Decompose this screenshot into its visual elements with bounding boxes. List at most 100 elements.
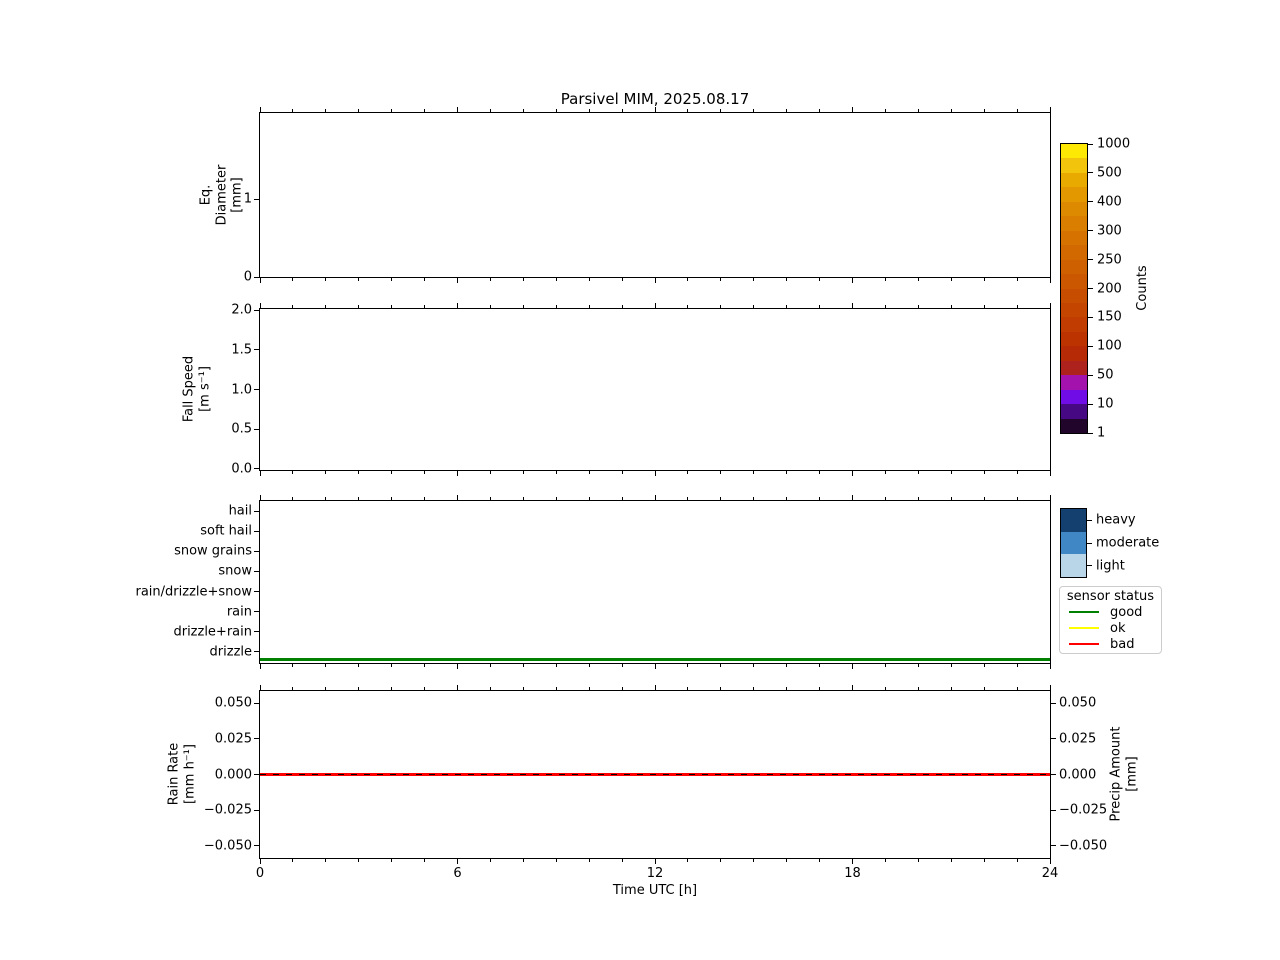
x-tick-bottom xyxy=(852,471,853,476)
y-tick-label: rain xyxy=(226,604,252,620)
x-tick-top xyxy=(654,685,656,690)
colorbar-segment xyxy=(1061,201,1087,217)
colorbar-segment xyxy=(1061,404,1087,419)
x-tick-bottom xyxy=(259,664,261,669)
y-tick-label: snow xyxy=(218,563,252,579)
x-tick-top xyxy=(259,303,261,308)
sensor-line-bad xyxy=(1069,643,1099,646)
x-tick-top xyxy=(687,305,689,308)
x-tick-bottom xyxy=(950,664,952,667)
x-tick-top xyxy=(720,497,722,500)
x-tick-top xyxy=(292,687,294,690)
x-tick-bottom xyxy=(753,859,755,862)
x-tick-top xyxy=(621,305,623,308)
x-tick-top xyxy=(884,305,886,308)
colorbar-segment xyxy=(1061,274,1087,289)
x-tick-bottom xyxy=(621,471,623,474)
y-tick-left xyxy=(254,276,259,278)
x-tick-top xyxy=(786,687,788,690)
colorbar-segment xyxy=(1061,259,1087,275)
x-tick-bottom xyxy=(588,664,590,667)
x-tick-top xyxy=(1049,495,1051,500)
x-tick-bottom xyxy=(753,278,755,281)
x-tick-bottom xyxy=(884,471,886,474)
colorbar-segment xyxy=(1061,360,1087,376)
y-tick-left xyxy=(254,702,259,704)
y-tick-left xyxy=(254,651,259,653)
x-tick-top xyxy=(654,495,656,500)
x-tick-bottom xyxy=(819,859,821,862)
y-tick-label: 0.050 xyxy=(214,695,252,711)
x-tick-bottom xyxy=(588,859,590,862)
x-tick-label: 12 xyxy=(646,866,664,881)
colorbar-tick xyxy=(1088,230,1093,232)
x-tick-bottom xyxy=(687,471,689,474)
sensor-status-legend: sensor status good ok bad xyxy=(1059,586,1162,654)
sensor-legend-row: bad xyxy=(1060,636,1161,652)
counts-colorbar xyxy=(1060,143,1088,434)
x-tick-bottom xyxy=(259,278,261,283)
colorbar-segment xyxy=(1061,230,1087,246)
x-tick-bottom xyxy=(424,859,426,862)
x-tick-top xyxy=(457,495,458,500)
panel-rain-rate xyxy=(254,685,1056,864)
y-tick-right xyxy=(1051,774,1056,775)
x-tick-top xyxy=(259,685,261,690)
y-tick-left xyxy=(254,550,259,552)
colorbar-tick xyxy=(1088,316,1093,318)
x-tick-top xyxy=(1016,687,1018,690)
x-tick-bottom xyxy=(753,471,755,474)
x-tick-top xyxy=(983,497,985,500)
x-tick-top xyxy=(687,109,689,112)
intensity-legend-colorbar xyxy=(1060,508,1087,578)
x-tick-top xyxy=(358,497,360,500)
x-tick-bottom xyxy=(1049,471,1051,476)
colorbar-segment xyxy=(1061,389,1087,405)
x-tick-bottom xyxy=(588,471,590,474)
x-tick-top xyxy=(358,305,360,308)
x-tick-bottom xyxy=(391,664,393,667)
colorbar-segment xyxy=(1061,317,1087,332)
x-tick-bottom xyxy=(1016,664,1018,667)
x-tick-bottom xyxy=(917,471,919,474)
x-tick-bottom xyxy=(917,664,919,667)
x-tick-bottom xyxy=(621,278,623,281)
colorbar-segment xyxy=(1061,375,1087,390)
x-tick-label: 24 xyxy=(1041,866,1059,881)
y-tick-left xyxy=(254,809,259,811)
intensity-segment-light xyxy=(1061,554,1086,578)
x-tick-top xyxy=(786,305,788,308)
y-tick-left xyxy=(254,611,259,613)
x-tick-bottom xyxy=(687,664,689,667)
x-tick-bottom xyxy=(325,859,327,862)
colorbar-segment xyxy=(1061,245,1087,260)
x-tick-top xyxy=(292,497,294,500)
colorbar-segment xyxy=(1061,302,1087,318)
colorbar-segment xyxy=(1061,418,1087,434)
y-tick-left xyxy=(254,570,259,572)
x-tick-top xyxy=(819,497,821,500)
x-tick-top xyxy=(588,687,590,690)
colorbar-tick xyxy=(1088,143,1093,145)
x-tick-bottom xyxy=(852,859,853,864)
y-tick-label: rain/drizzle+snow xyxy=(135,584,253,600)
x-tick-top xyxy=(852,495,853,500)
x-tick-bottom xyxy=(1049,859,1051,864)
x-tick-top xyxy=(522,305,524,308)
x-tick-bottom xyxy=(917,859,919,862)
x-tick-bottom xyxy=(852,664,853,669)
x-tick-top xyxy=(720,687,722,690)
panel-eq-diameter xyxy=(254,107,1051,283)
x-tick-bottom xyxy=(457,664,458,669)
x-tick-top xyxy=(391,687,393,690)
x-tick-bottom xyxy=(654,278,656,283)
x-tick-bottom xyxy=(852,278,853,283)
y-tick-label: drizzle xyxy=(209,644,252,660)
colorbar-label-counts: Counts xyxy=(1135,265,1151,311)
x-tick-bottom xyxy=(720,859,722,862)
x-tick-top xyxy=(1016,109,1018,112)
x-tick-bottom xyxy=(819,278,821,281)
x-tick-top xyxy=(950,305,952,308)
x-tick-bottom xyxy=(950,278,952,281)
